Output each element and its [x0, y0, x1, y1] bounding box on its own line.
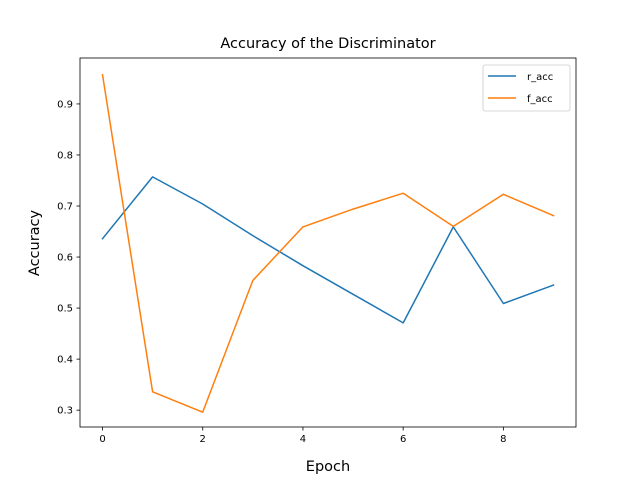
legend-label-f_acc: f_acc	[527, 94, 553, 105]
x-tick-label: 8	[500, 434, 506, 445]
x-tick-label: 6	[400, 434, 406, 445]
y-tick-label: 0.5	[57, 304, 73, 315]
x-tick-label: 2	[200, 434, 206, 445]
legend: r_acc f_acc	[482, 64, 571, 112]
x-axis: 0 2 4 6 8	[99, 427, 507, 445]
y-axis: 0.3 0.4 0.5 0.6 0.7 0.8 0.9	[57, 99, 80, 417]
legend-label-r_acc: r_acc	[527, 72, 553, 83]
y-axis-label: Accuracy	[27, 209, 43, 276]
x-tick-label: 4	[300, 434, 306, 445]
x-axis-label: Epoch	[306, 459, 350, 475]
chart-title: Accuracy of the Discriminator	[220, 36, 435, 52]
series-line-r_acc	[101, 176, 555, 324]
y-tick-label: 0.3	[57, 406, 73, 417]
y-tick-label: 0.7	[57, 202, 73, 213]
y-tick-label: 0.4	[57, 355, 73, 366]
y-tick-label: 0.8	[57, 150, 73, 161]
axes-frame	[79, 57, 577, 428]
y-tick-label: 0.9	[57, 99, 73, 110]
series-line-f_acc	[101, 73, 555, 413]
plot-area	[101, 73, 555, 413]
y-tick-label: 0.6	[57, 253, 73, 264]
x-tick-label: 0	[99, 434, 105, 445]
